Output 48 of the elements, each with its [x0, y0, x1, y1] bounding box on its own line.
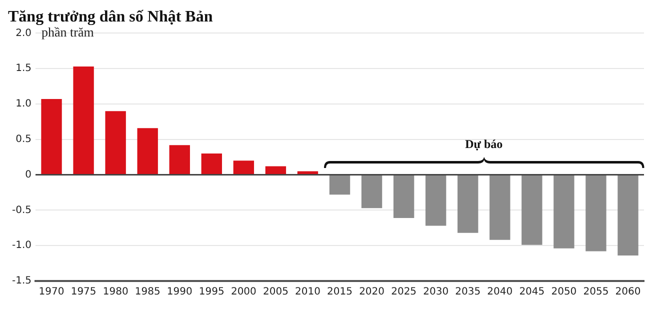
bar — [490, 176, 510, 240]
x-tick-label: 1980 — [102, 286, 128, 298]
bar — [137, 128, 158, 174]
bar — [73, 66, 94, 174]
y-tick-label: 1.0 — [16, 98, 32, 110]
x-tick-label: 2050 — [551, 286, 577, 298]
x-tick-label: 2005 — [262, 286, 288, 298]
bar — [329, 176, 350, 195]
bar — [458, 176, 478, 233]
x-tick-label: 2045 — [519, 286, 545, 298]
bar — [586, 176, 606, 252]
bar — [618, 176, 638, 256]
y-axis-title: phần trăm — [42, 24, 94, 40]
bar — [201, 154, 222, 174]
x-tick-label: 1985 — [134, 286, 160, 298]
bar — [105, 111, 126, 174]
x-tick-label: 1990 — [166, 286, 192, 298]
y-tick-label: -1.0 — [12, 240, 32, 252]
chart-title: Tăng trưởng dân số Nhật Bản — [8, 8, 213, 26]
bar — [41, 99, 62, 174]
x-tick-label: 1970 — [38, 286, 64, 298]
bar — [425, 176, 446, 226]
bar — [393, 176, 414, 218]
bar — [233, 160, 254, 174]
y-tick-label: 0 — [25, 169, 32, 180]
x-tick-label: 2030 — [423, 286, 449, 298]
annotation: Dự báo — [465, 136, 503, 151]
y-tick-label: -0.5 — [12, 204, 32, 216]
x-tick-label: 2055 — [583, 286, 609, 298]
x-tick-label: 2040 — [487, 286, 513, 298]
x-tick-label: 2060 — [615, 286, 641, 298]
bar — [522, 176, 542, 245]
bar — [554, 176, 574, 248]
y-tick-label: 1.5 — [16, 63, 32, 74]
y-tick-label: 0.5 — [16, 134, 32, 145]
y-tick-label: 2.0 — [16, 28, 32, 39]
x-tick-label: 2035 — [455, 286, 481, 298]
bar — [361, 176, 382, 208]
x-tick-label: 1995 — [198, 286, 224, 298]
x-tick-label: 2000 — [230, 286, 256, 298]
bar — [169, 145, 190, 174]
bar — [265, 166, 286, 174]
x-tick-label: 2015 — [327, 286, 352, 298]
x-tick-label: 2010 — [295, 286, 320, 298]
x-tick-label: 2025 — [391, 286, 417, 298]
x-tick-label: 2020 — [359, 286, 385, 298]
x-tick-label: 1975 — [70, 286, 96, 298]
y-tick-label: -1.5 — [12, 276, 32, 287]
